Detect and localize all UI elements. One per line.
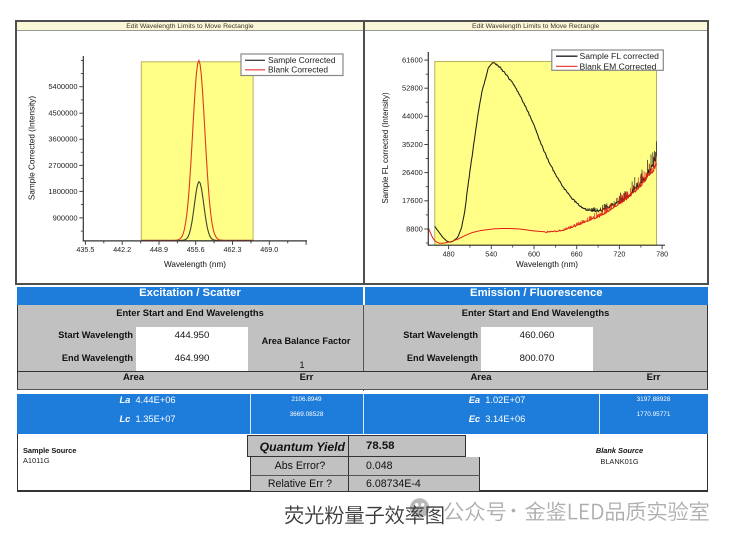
svg-text:469.0: 469.0 [260,245,278,254]
svg-text:Sample Corrected (Intensity): Sample Corrected (Intensity) [28,96,37,200]
svg-text:462.3: 462.3 [224,245,242,254]
svg-text:Sample Corrected: Sample Corrected [268,55,336,65]
svg-text:Blank Corrected: Blank Corrected [268,65,328,75]
svg-text:3600000: 3600000 [48,135,77,144]
svg-text:1800000: 1800000 [48,187,77,196]
svg-text:480: 480 [443,249,455,258]
svg-text:600: 600 [528,249,540,258]
svg-text:540: 540 [485,249,497,258]
svg-text:52800: 52800 [402,84,423,93]
svg-text:Wavelength (nm): Wavelength (nm) [164,260,226,269]
svg-text:44000: 44000 [402,112,423,121]
svg-text:5400000: 5400000 [48,82,77,91]
svg-text:448.9: 448.9 [150,245,168,254]
svg-text:720: 720 [613,249,625,258]
svg-text:2700000: 2700000 [48,161,77,170]
svg-text:780: 780 [656,249,668,258]
svg-text:Sample FL corrected: Sample FL corrected [580,51,660,61]
svg-text:455.6: 455.6 [187,245,205,254]
svg-text:26400: 26400 [402,168,423,177]
svg-text:660: 660 [571,249,583,258]
svg-text:Blank EM Corrected: Blank EM Corrected [580,61,657,71]
svg-text:442.2: 442.2 [113,245,131,254]
svg-text:Sample FL corrected (Intensity: Sample FL corrected (Intensity) [381,92,390,204]
svg-text:435.5: 435.5 [76,245,94,254]
svg-text:35200: 35200 [402,140,423,149]
svg-text:17600: 17600 [402,196,423,205]
svg-text:Wavelength (nm): Wavelength (nm) [516,260,578,269]
svg-text:8800: 8800 [406,224,423,233]
svg-text:4500000: 4500000 [48,109,77,118]
svg-text:61600: 61600 [402,56,423,65]
svg-text:900000: 900000 [53,213,78,222]
